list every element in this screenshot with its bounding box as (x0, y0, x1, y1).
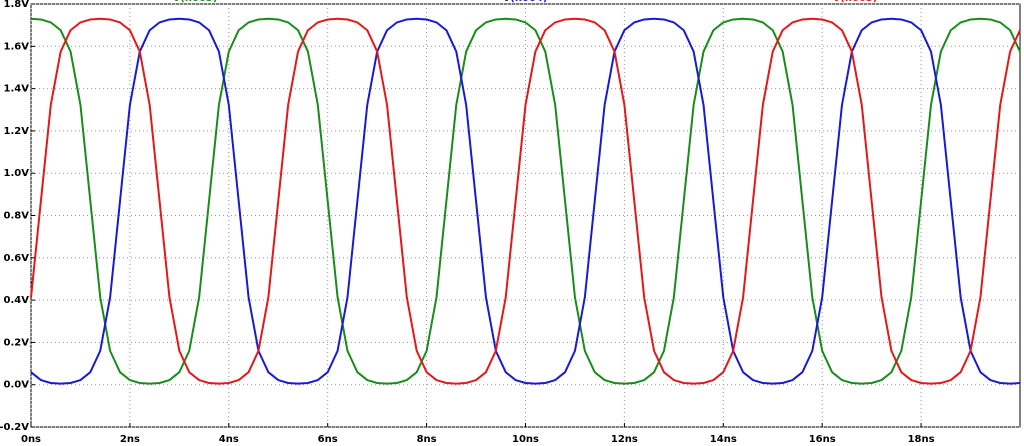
legend-label: V(n005) (833, 0, 878, 4)
y-tick-label: 1.6V (4, 41, 30, 52)
y-tick-label: 0.2V (4, 337, 30, 348)
legend-label: V(n003) (173, 0, 218, 4)
x-tick-label: 14ns (710, 434, 737, 445)
series-line (30, 17, 1021, 385)
x-tick-label: 2ns (120, 434, 140, 445)
y-tick-label: 0.8V (4, 211, 30, 222)
y-tick-label: 0.6V (4, 253, 30, 264)
x-tick-label: 16ns (809, 434, 836, 445)
x-tick-label: 8ns (417, 434, 437, 445)
y-tick-label: 1.8V (4, 0, 30, 10)
y-tick-label: -0.2V (0, 422, 29, 433)
y-tick-label: 0.4V (4, 295, 30, 306)
legend-label: V(n004) (503, 0, 548, 4)
x-tick-label: 6ns (318, 434, 338, 445)
y-tick-label: 0.0V (4, 380, 30, 391)
y-tick-label: 1.4V (4, 84, 30, 95)
series-line (30, 17, 1021, 385)
y-tick-label: 1.0V (4, 168, 30, 179)
x-tick-label: 0ns (21, 434, 41, 445)
x-tick-label: 18ns (908, 434, 935, 445)
series-line (30, 17, 1021, 385)
x-tick-label: 4ns (219, 434, 239, 445)
x-tick-label: 12ns (611, 434, 638, 445)
y-tick-label: 1.2V (4, 126, 30, 137)
x-tick-label: 10ns (512, 434, 539, 445)
